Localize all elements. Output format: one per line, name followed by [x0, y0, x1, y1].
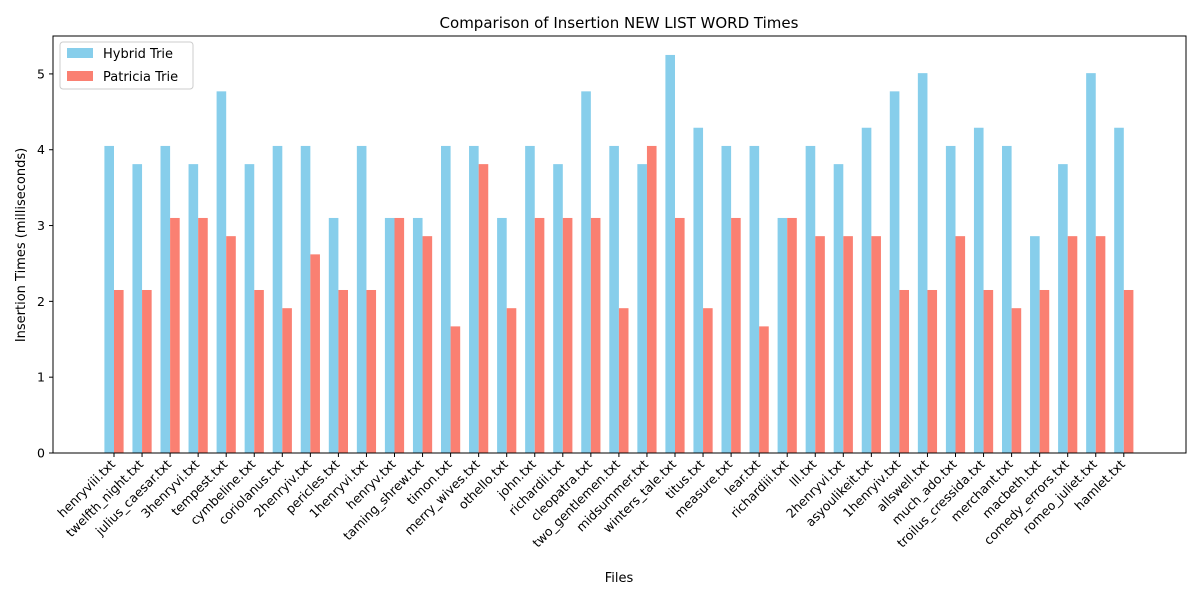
bar-patricia-trie [1095, 236, 1106, 453]
bar-patricia-trie [170, 217, 180, 453]
bar-patricia-trie [562, 217, 573, 453]
y-tick-label: 1 [37, 370, 45, 385]
legend-label-patricia-trie: Patricia Trie [103, 70, 178, 85]
bar-patricia-trie [703, 308, 713, 453]
bar-hybrid-trie [1114, 127, 1124, 454]
bar-patricia-trie [506, 308, 517, 453]
bar-hybrid-trie [244, 164, 255, 453]
bar-hybrid-trie [749, 145, 760, 453]
bar-patricia-trie [1039, 289, 1050, 453]
bar-hybrid-trie [917, 73, 928, 454]
bar-hybrid-trie [104, 145, 114, 453]
bar-patricia-trie [450, 326, 461, 453]
bar-patricia-trie [646, 145, 657, 453]
x-axis: henryviii.txttwelfth_night.txtjulius_cae… [54, 453, 1128, 550]
y-axis-title: Insertion Times (milliseconds) [14, 148, 29, 342]
bar-hybrid-trie [1002, 145, 1012, 453]
bar-patricia-trie [226, 236, 236, 453]
bar-hybrid-trie [1030, 236, 1040, 453]
bar-patricia-trie [955, 236, 966, 453]
bar-hybrid-trie [945, 145, 956, 453]
bar-patricia-trie [422, 236, 433, 453]
bar-hybrid-trie [721, 145, 732, 453]
legend-swatch-patricia-trie [67, 71, 93, 81]
bar-patricia-trie [871, 236, 881, 453]
bar-hybrid-trie [216, 91, 227, 453]
bar-patricia-trie [731, 217, 741, 453]
bar-hybrid-trie [637, 164, 647, 453]
bar-hybrid-trie [272, 145, 283, 453]
y-axis: 0 1 2 3 4 5 [37, 66, 53, 461]
bar-patricia-trie [310, 254, 320, 453]
bar-patricia-trie [675, 217, 685, 453]
bar-patricia-trie [478, 164, 489, 453]
bar-patricia-trie [394, 217, 405, 453]
bar-hybrid-trie [132, 164, 143, 453]
bar-hybrid-trie [300, 145, 311, 453]
bar-patricia-trie [1067, 236, 1078, 453]
bar-hybrid-trie [356, 145, 367, 453]
bar-patricia-trie [899, 289, 909, 453]
bar-hybrid-trie [412, 217, 423, 453]
legend-box [59, 41, 194, 90]
bar-patricia-trie [787, 217, 797, 453]
bar-hybrid-trie [693, 127, 704, 454]
bar-hybrid-trie [469, 145, 479, 453]
bar-patricia-trie [198, 217, 208, 453]
x-axis-title: Files [605, 571, 634, 586]
bar-patricia-trie [815, 236, 825, 453]
bar-patricia-trie [843, 236, 853, 453]
chart-title: Comparison of Insertion NEW LIST WORD Ti… [440, 14, 799, 32]
bar-patricia-trie [927, 289, 938, 453]
bar-hybrid-trie [1086, 73, 1096, 454]
bar-hybrid-trie [1058, 164, 1068, 453]
y-tick-label: 5 [37, 66, 45, 81]
bar-hybrid-trie [833, 164, 844, 453]
bar-patricia-trie [114, 289, 124, 453]
bar-patricia-trie [254, 289, 264, 453]
bar-patricia-trie [282, 308, 292, 453]
bar-patricia-trie [590, 217, 601, 453]
bar-hybrid-trie [525, 145, 535, 453]
bar-hybrid-trie [889, 91, 900, 453]
bar-hybrid-trie [160, 145, 171, 453]
bar-patricia-trie [983, 289, 994, 453]
bar-hybrid-trie [497, 217, 507, 453]
bar-patricia-trie [142, 289, 152, 453]
bar-hybrid-trie [665, 54, 675, 453]
bar-hybrid-trie [384, 217, 395, 453]
bar-patricia-trie [618, 308, 629, 453]
legend: Hybrid Trie Patricia Trie [59, 41, 194, 90]
bar-hybrid-trie [581, 91, 591, 453]
bars-group [104, 54, 1134, 454]
bar-hybrid-trie [777, 217, 788, 453]
bar-patricia-trie [1011, 308, 1022, 453]
bar-patricia-trie [366, 289, 377, 453]
bar-hybrid-trie [188, 164, 199, 453]
legend-swatch-hybrid-trie [67, 48, 93, 58]
y-tick-label: 3 [37, 218, 45, 233]
bar-patricia-trie [338, 289, 348, 453]
y-tick-label: 0 [37, 446, 45, 461]
plot-frame [52, 35, 1187, 454]
bar-hybrid-trie [441, 145, 451, 453]
bar-hybrid-trie [328, 217, 339, 453]
bar-patricia-trie [534, 217, 545, 453]
legend-label-hybrid-trie: Hybrid Trie [103, 47, 173, 62]
bar-hybrid-trie [805, 145, 816, 453]
y-tick-label: 4 [37, 142, 45, 157]
bar-patricia-trie [1123, 289, 1134, 453]
bar-patricia-trie [759, 326, 769, 453]
bar-hybrid-trie [609, 145, 619, 453]
y-tick-label: 2 [37, 294, 45, 309]
bar-hybrid-trie [861, 127, 872, 454]
bar-hybrid-trie [973, 127, 984, 454]
bar-hybrid-trie [553, 164, 563, 453]
